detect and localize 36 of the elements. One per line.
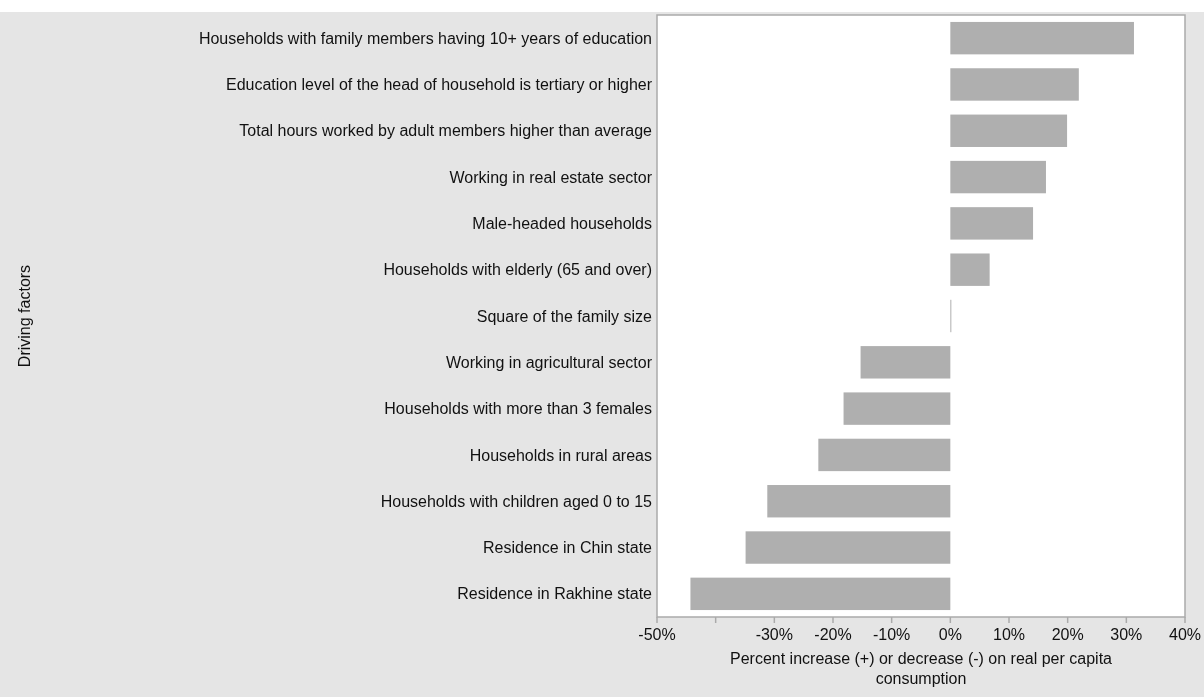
x-axis-title: Percent increase (+) or decrease (-) on real per capita consumption bbox=[730, 650, 1113, 687]
y-tick-label: Working in real estate sector bbox=[449, 168, 653, 186]
bar bbox=[818, 438, 951, 472]
y-tick-label: Residence in Rakhine state bbox=[457, 585, 653, 603]
y-tick-label: Education level of the head of household is tertiary or higher bbox=[225, 76, 653, 94]
y-tick-label: Households with more than 3 females bbox=[384, 400, 652, 418]
bar bbox=[690, 577, 951, 611]
y-tick-label: Working in agricultural sector bbox=[445, 353, 653, 371]
x-tick-label: -20% bbox=[814, 626, 852, 643]
bar bbox=[745, 531, 951, 564]
bar bbox=[950, 207, 1034, 240]
bar bbox=[767, 485, 951, 518]
bar bbox=[950, 21, 1134, 55]
bar bbox=[860, 346, 951, 379]
y-tick-label: Total hours worked by adult members higher than average bbox=[239, 122, 653, 140]
bar bbox=[843, 392, 951, 425]
bar bbox=[950, 253, 990, 286]
x-tick-label: -30% bbox=[755, 626, 794, 643]
y-tick-label: Male-headed households bbox=[472, 214, 652, 232]
x-tick-label: 10% bbox=[992, 626, 1026, 643]
y-tick-label: Square of the family size bbox=[476, 307, 653, 325]
x-tick-label: 0% bbox=[938, 626, 962, 643]
y-tick-label: Households with elderly (65 and over) bbox=[383, 261, 652, 279]
bar bbox=[950, 160, 1046, 194]
x-tick-label: 20% bbox=[1051, 626, 1084, 643]
text: Driving factors bbox=[16, 264, 33, 368]
x-tick-label: -50% bbox=[638, 626, 676, 643]
bar bbox=[950, 114, 1068, 147]
y-tick-label: Households in rural areas bbox=[469, 446, 652, 464]
y-tick-label: Households with children aged 0 to 15 bbox=[380, 492, 653, 510]
y-tick-label: Residence in Chin state bbox=[483, 539, 653, 557]
x-tick-label: -10% bbox=[872, 626, 911, 643]
y-tick-label: Households with family members having 10+ years of education bbox=[198, 29, 652, 47]
x-tick-label: 30% bbox=[1110, 626, 1143, 643]
x-tick-label: 40% bbox=[1168, 626, 1202, 643]
bar bbox=[950, 68, 1079, 101]
